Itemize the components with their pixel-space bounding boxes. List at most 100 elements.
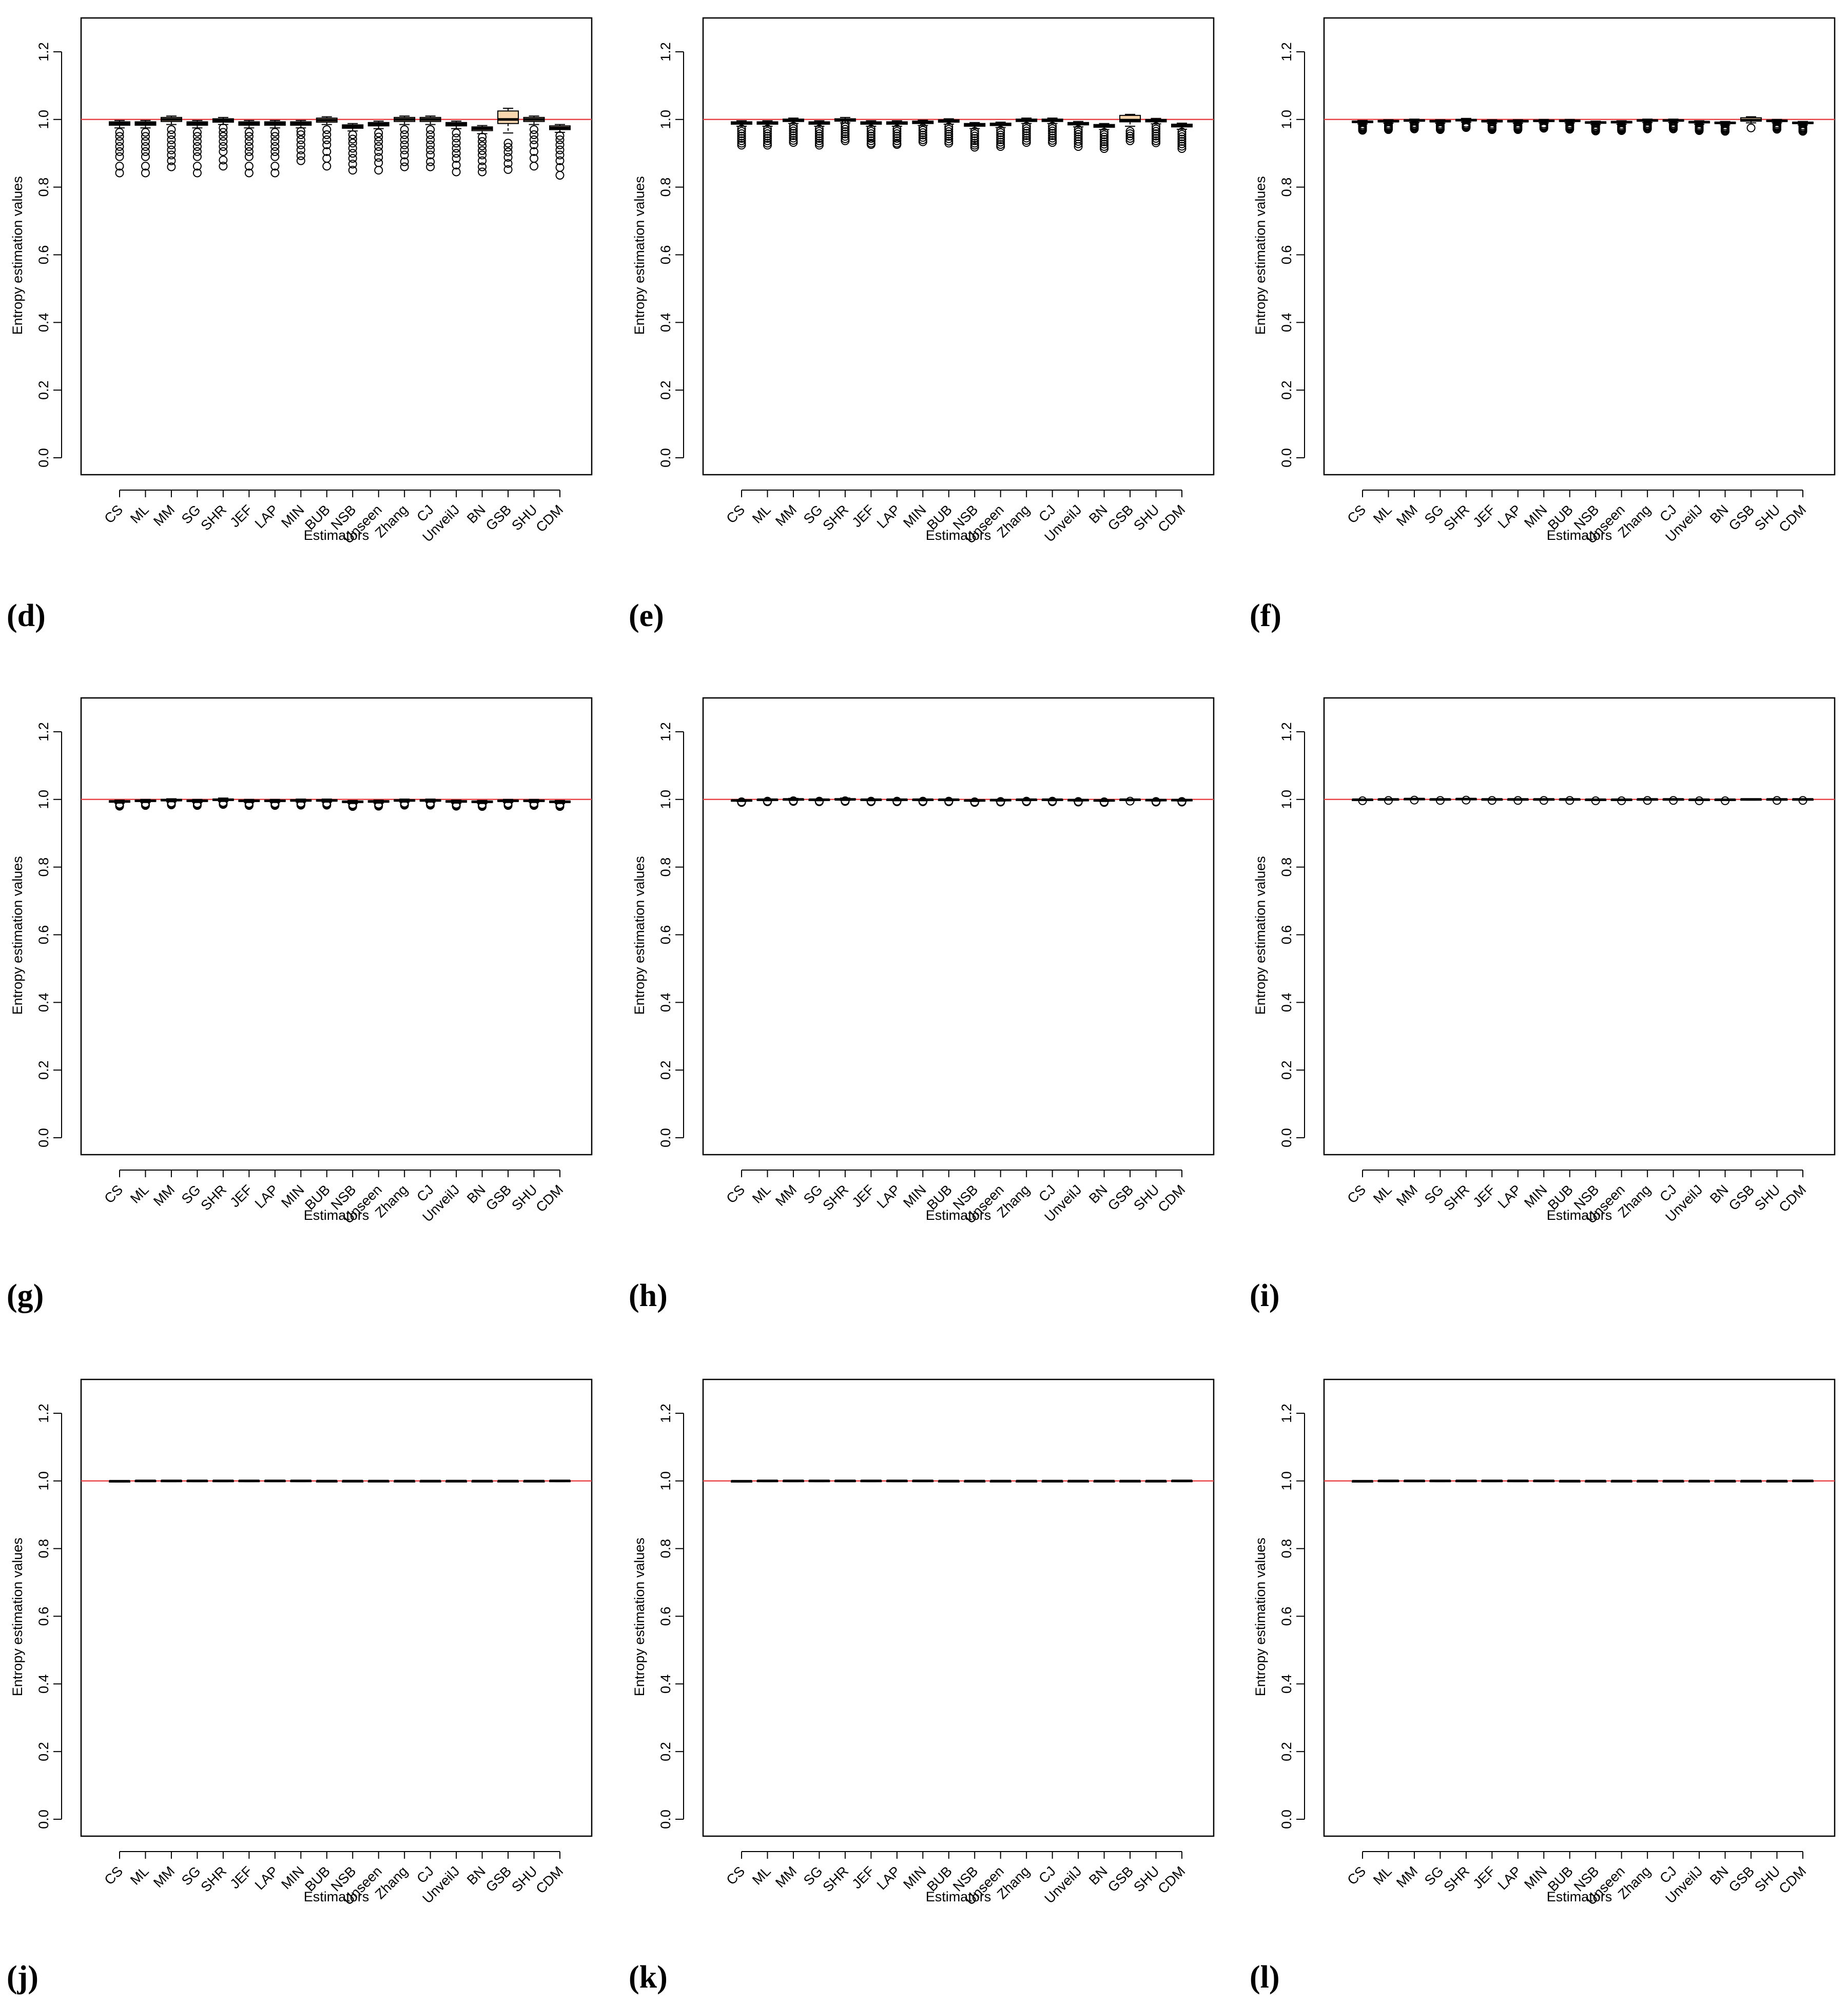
box-Zhang [394,115,416,171]
outlier-point [244,137,254,146]
outlier-point [892,131,902,141]
outlier-point [1074,139,1083,148]
x-category-label: ML [749,1863,774,1888]
x-category-label: ML [127,1182,152,1206]
box-UnveilJ [1688,796,1710,805]
box-Unseen [1610,796,1632,805]
outlier-point [1410,795,1419,805]
y-tick-label: 0.2 [658,380,673,400]
outlier-point [892,140,902,149]
box-ML [1377,119,1399,134]
y-tick-label: 1.2 [36,722,51,742]
outlier-point [1074,132,1083,141]
box-NSB [964,122,986,152]
outlier-point [1152,122,1161,131]
y-tick-label: 1.2 [36,1404,51,1423]
outlier-point [1435,796,1445,805]
x-category-label: ML [749,1182,774,1206]
y-tick-label: 0.6 [36,245,51,265]
x-category-label: SHR [820,502,852,534]
outlier-point [737,134,746,143]
outlier-point [944,122,954,131]
x-category-label: CS [724,1863,748,1888]
panel-e: 0.0 0.2 0.4 0.6 0.8 1.0 1.2 Entropy estimation … [629,17,1215,633]
outlier-point [970,129,979,138]
outlier-point [192,801,202,810]
box-JEF [1481,1480,1503,1483]
box-CDM [1171,1480,1193,1483]
outlier-point [892,124,902,133]
outlier-point [1125,796,1135,806]
box-NSB [342,800,364,811]
outlier-point [555,150,565,160]
y-tick-label: 0.0 [658,1128,673,1147]
outlier-point [530,162,539,171]
x-category-label: MIN [1521,1182,1550,1211]
y-axis-title: Entropy estimation values [10,856,25,1015]
x-category-label: JEF [1470,1182,1498,1210]
box-MM [782,796,804,806]
outlier-point [1177,797,1186,807]
outlier-point [866,129,876,138]
outlier-point [555,171,565,180]
outlier-point [115,162,124,171]
outlier-point [996,135,1005,144]
y-tick-label: 0.2 [1279,1060,1294,1080]
box-SG [186,799,208,810]
y-tick-label: 0.0 [658,448,673,468]
box-CDM [549,1480,571,1483]
outlier-point [219,800,228,809]
outlier-point [841,136,850,145]
box-JEF [238,120,260,178]
outlier-point [814,797,824,806]
outlier-point [374,153,383,162]
box-CJ [1662,796,1684,805]
x-axis-title: Estimators [926,1208,991,1223]
outlier-point [503,801,513,810]
outlier-point [1643,796,1652,805]
x-category-label: CS [1345,1863,1369,1888]
x-category-label: ML [1370,1182,1395,1206]
outlier-point [219,132,228,141]
outlier-point [1100,798,1109,807]
outlier-point [1022,138,1031,147]
box-Zhang [1637,796,1659,805]
outlier-point [841,125,850,134]
box-GSB [1119,796,1141,806]
outlier-point [814,129,824,138]
outlier-point [322,162,332,171]
x-category-label: LAP [1495,1863,1524,1893]
y-axis-title: Entropy estimation values [10,176,25,335]
x-category-label: ML [749,502,774,527]
outlier-point [814,131,824,141]
x-category-label: SHU [1752,1182,1783,1214]
outlier-point [841,129,850,139]
outlier-point [1487,796,1496,805]
outlier-point [814,134,824,143]
box-GSB [1740,116,1762,132]
outlier-point [814,127,824,136]
box-SG [1429,796,1451,805]
y-axis-title: Entropy estimation values [1253,1537,1268,1696]
y-tick-label: 0.2 [36,1742,51,1761]
outlier-point [1125,127,1135,136]
outlier-point [789,129,798,138]
outlier-point [1177,139,1186,148]
outlier-point [1565,125,1574,134]
box-UnveilJ [1067,1480,1090,1483]
outlier-point [348,149,357,158]
box-LAP [1507,796,1529,805]
outlier-point [1798,127,1807,136]
box-ML [134,799,157,810]
outlier-point [322,140,332,149]
outlier-point [322,801,332,810]
y-tick-label: 0.6 [658,1607,673,1626]
box-JEF [1481,119,1503,134]
outlier-point [270,142,280,151]
outlier-point [944,139,954,148]
x-category-label: GSB [1726,1182,1758,1214]
outlier-point [1695,796,1704,805]
box-LAP [886,1480,908,1483]
outlier-point [1462,795,1471,805]
box-Unseen [989,1480,1011,1483]
